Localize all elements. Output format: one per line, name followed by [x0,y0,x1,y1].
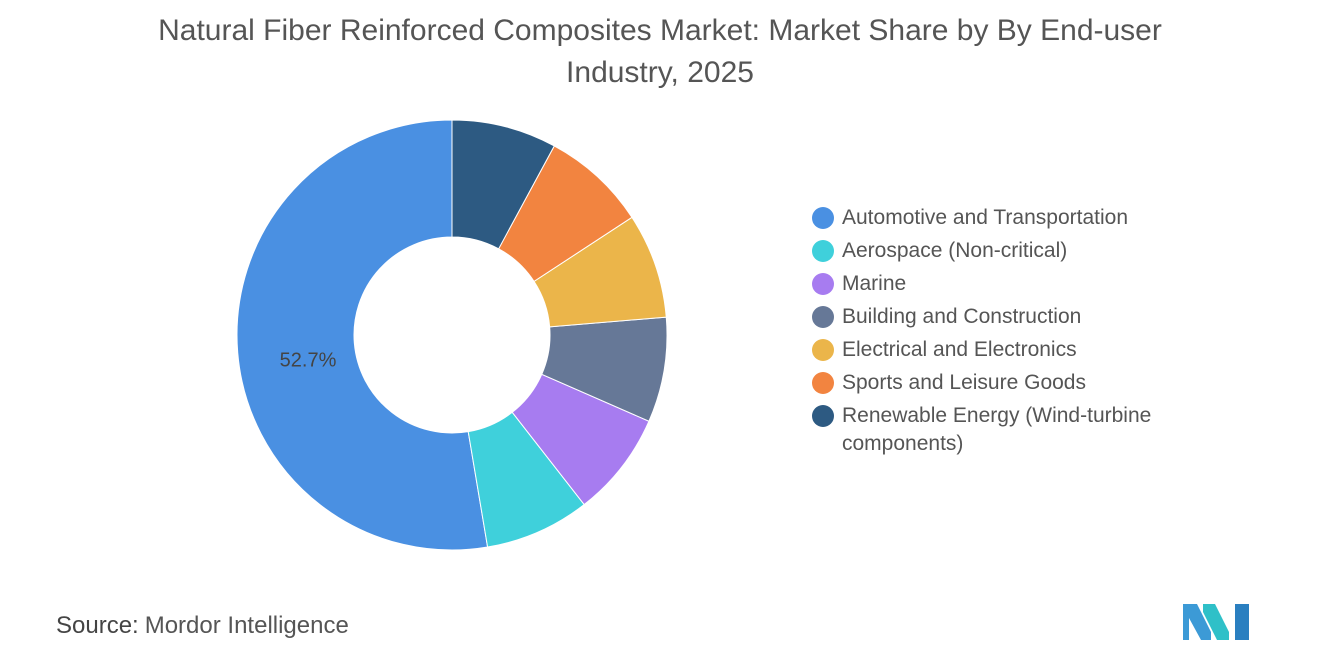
legend-swatch [812,207,834,229]
legend-label: Marine [842,272,907,295]
legend-item: Renewable Energy (Wind-turbine component… [812,402,1212,458]
legend-label: Renewable Energy (Wind-turbine component… [842,404,1152,455]
source-text: Mordor Intelligence [144,612,349,639]
legend-swatch [812,339,834,361]
slice [451,119,555,250]
logo [1183,604,1249,640]
chart-title: Natural Fiber Reinforced Composites Mark… [158,14,1162,89]
legend-swatch [812,240,834,262]
legend-label: Sports and Leisure Goods [842,371,1086,394]
legend-item: Aerospace (Non-critical) [812,237,1212,265]
legend-item: Marine [812,270,1212,298]
source-label: Source: [56,612,139,639]
legend-item: Building and Construction [812,303,1212,331]
legend-label: Aerospace (Non-critical) [842,239,1068,262]
legend-swatch [812,306,834,328]
legend-swatch [812,372,834,394]
legend: Automotive and Transportation Aerospace (… [812,204,1212,463]
legend-swatch [812,273,834,295]
legend-label: Electrical and Electronics [842,338,1077,361]
slice [236,119,489,551]
legend-item: Sports and Leisure Goods [812,369,1212,397]
legend-label: Building and Construction [842,305,1082,328]
legend-label: Automotive and Transportation [842,206,1129,229]
data-label: 52.7% [280,349,337,371]
legend-item: Automotive and Transportation [812,204,1212,232]
source: Source: Mordor Intelligence [56,612,349,640]
legend-item: Electrical and Electronics [812,336,1212,364]
legend-swatch [812,405,834,427]
